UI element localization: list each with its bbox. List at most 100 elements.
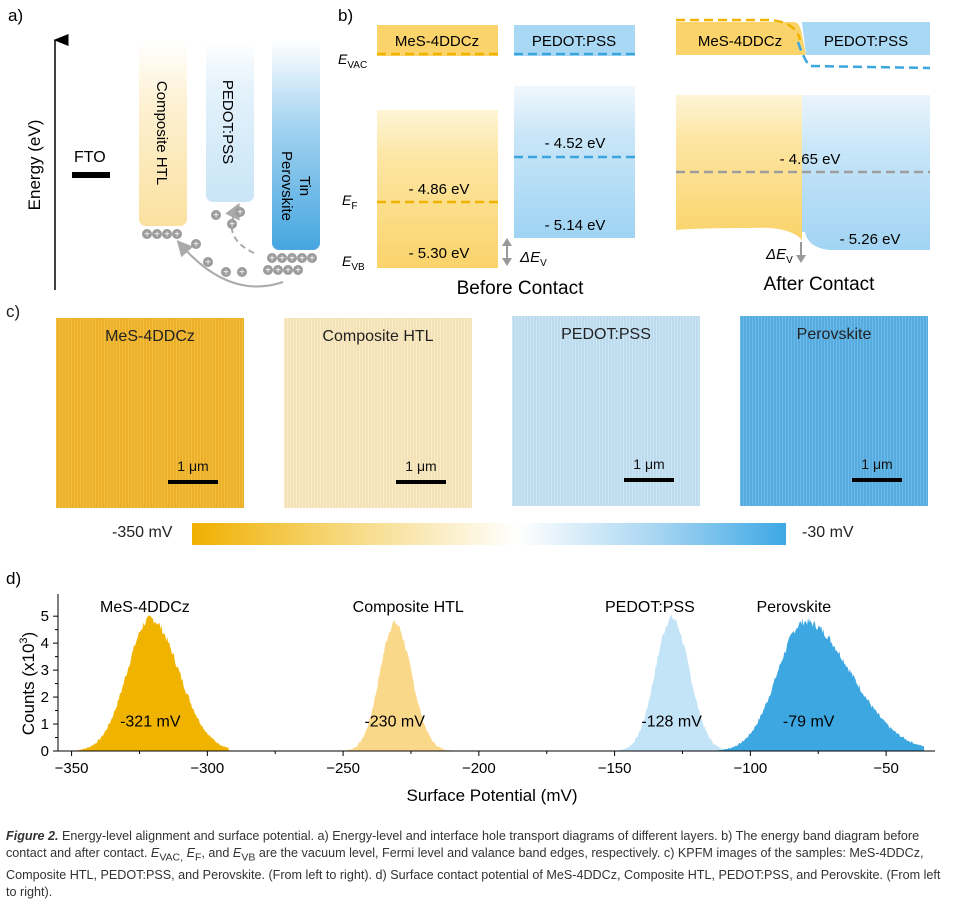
after-right-header <box>802 22 930 55</box>
kpfm-image-perovskite: Perovskite 1 μm <box>740 316 928 506</box>
after-left-header <box>676 22 806 55</box>
x-tick-label: −350 <box>55 760 89 777</box>
tin-perovskite-bar <box>272 40 320 250</box>
y-tick-label: 2 <box>41 689 49 706</box>
svg-text:+: + <box>144 230 150 241</box>
svg-text:+: + <box>285 266 291 277</box>
y-tick-label: 4 <box>41 635 49 652</box>
scale-bar <box>168 480 218 484</box>
kpfm-title: PEDOT:PSS <box>561 326 651 343</box>
svg-text:+: + <box>229 220 235 231</box>
x-tick-label: −100 <box>733 760 767 777</box>
hole-marker: + <box>307 253 317 265</box>
pedot-pss-label: PEDOT:PSS <box>219 80 236 164</box>
fto-level <box>72 172 110 178</box>
after-vb-value: - 5.26 eV <box>840 231 901 248</box>
before-right-header <box>514 25 635 56</box>
after-contact-caption: After Contact <box>764 274 876 295</box>
scale-bar <box>852 478 902 482</box>
svg-text:+: + <box>154 230 160 241</box>
series-name-label: Composite HTL <box>353 599 464 616</box>
after-left-band <box>676 95 802 240</box>
kpfm-title: MeS-4DDCz <box>105 328 195 345</box>
panel-label-c: c) <box>6 302 21 321</box>
hole-marker: + <box>221 267 231 279</box>
hole-marker: + <box>162 229 172 241</box>
y-tick-label: 5 <box>41 608 49 625</box>
svg-text:+: + <box>275 266 281 277</box>
tin-label: Tin <box>296 176 313 196</box>
y-tick-label: 3 <box>41 662 49 679</box>
hole-marker: + <box>191 239 201 251</box>
hole-marker: + <box>227 219 237 231</box>
before-right-material: PEDOT:PSS <box>532 33 616 50</box>
panel-label-d: d) <box>6 569 21 588</box>
y-axis-label-energy: Energy (eV) <box>25 120 44 211</box>
svg-text:+: + <box>205 258 211 269</box>
before-right-ef-value: - 4.52 eV <box>545 135 606 152</box>
hole-marker: + <box>273 265 283 277</box>
colorbar-max-label: -30 mV <box>802 524 854 541</box>
series-name-label: MeS-4DDCz <box>100 599 190 616</box>
caption-label: Figure 2. <box>6 829 59 843</box>
before-left-material: MeS-4DDCz <box>395 33 479 50</box>
before-delta-ev: ΔEV <box>519 249 547 269</box>
pedot-pss-bar <box>206 40 254 202</box>
composite-htl-bar <box>139 40 187 226</box>
peak-value-label: -230 mV <box>364 714 425 731</box>
svg-text:+: + <box>265 266 271 277</box>
hole-marker: + <box>235 207 245 219</box>
x-tick-label: −300 <box>190 760 224 777</box>
panel-d-histogram: d) −350 −300 −250 −200 −150 −100 −50 0 1 2 3 4 5 Cou… <box>6 569 935 805</box>
svg-text:+: + <box>299 254 305 265</box>
perovskite-label: Perovskite <box>278 151 295 221</box>
panel-label-b: b) <box>338 6 353 25</box>
after-left-material: MeS-4DDCz <box>698 33 782 50</box>
x-tick-label: −50 <box>873 760 898 777</box>
figure-caption: Figure 2. Energy-level alignment and sur… <box>6 829 941 899</box>
after-delta-ev: ΔEV <box>765 246 793 266</box>
x-tick-label: −200 <box>462 760 496 777</box>
x-axis-title: Surface Potential (mV) <box>406 786 577 805</box>
y-axis-title: Counts (x103) <box>18 632 38 735</box>
svg-text:+: + <box>239 268 245 279</box>
before-left-vb-value: - 5.30 eV <box>409 245 470 262</box>
histogram-perovskite <box>717 617 925 751</box>
kpfm-title: Perovskite <box>796 326 872 343</box>
hole-marker: + <box>211 210 221 222</box>
hole-marker: + <box>172 229 182 241</box>
svg-text:+: + <box>269 254 275 265</box>
hole-marker: + <box>293 265 303 277</box>
ef-label: EF <box>342 192 357 212</box>
svg-text:+: + <box>279 254 285 265</box>
series-name-label: Perovskite <box>756 599 831 616</box>
svg-text:+: + <box>164 230 170 241</box>
panel-a: a) Energy (eV) FTO Composite HTL PEDOT:P… <box>8 6 320 290</box>
evac-label: EVAC <box>338 51 367 71</box>
hole-marker: + <box>287 253 297 265</box>
before-right-band <box>514 86 635 238</box>
kpfm-image-mes-4ddcz: MeS-4DDCz 1 μm <box>56 318 244 508</box>
histogram-composite-htl <box>337 619 458 751</box>
histogram-pedot-pss <box>614 613 735 751</box>
hole-marker: + <box>277 253 287 265</box>
histogram-mes-4ddcz <box>77 615 230 751</box>
hole-marker: + <box>142 229 152 241</box>
svg-text:+: + <box>289 254 295 265</box>
evb-label: EVB <box>342 253 365 273</box>
before-left-band <box>377 110 498 268</box>
hole-marker: + <box>297 253 307 265</box>
hole-marker: + <box>283 265 293 277</box>
scale-bar <box>624 478 674 482</box>
peak-value-label: -79 mV <box>783 714 835 731</box>
scale-bar <box>396 480 446 484</box>
kpfm-image-pedot-pss: PEDOT:PSS 1 μm <box>512 316 700 506</box>
scale-label: 1 μm <box>405 458 437 474</box>
fto-label: FTO <box>74 149 106 166</box>
colorbar-min-label: -350 mV <box>112 524 173 541</box>
after-ef-value: - 4.65 eV <box>780 151 841 168</box>
peak-value-label: -321 mV <box>120 714 181 731</box>
before-left-header <box>377 25 498 56</box>
scale-label: 1 μm <box>177 458 209 474</box>
